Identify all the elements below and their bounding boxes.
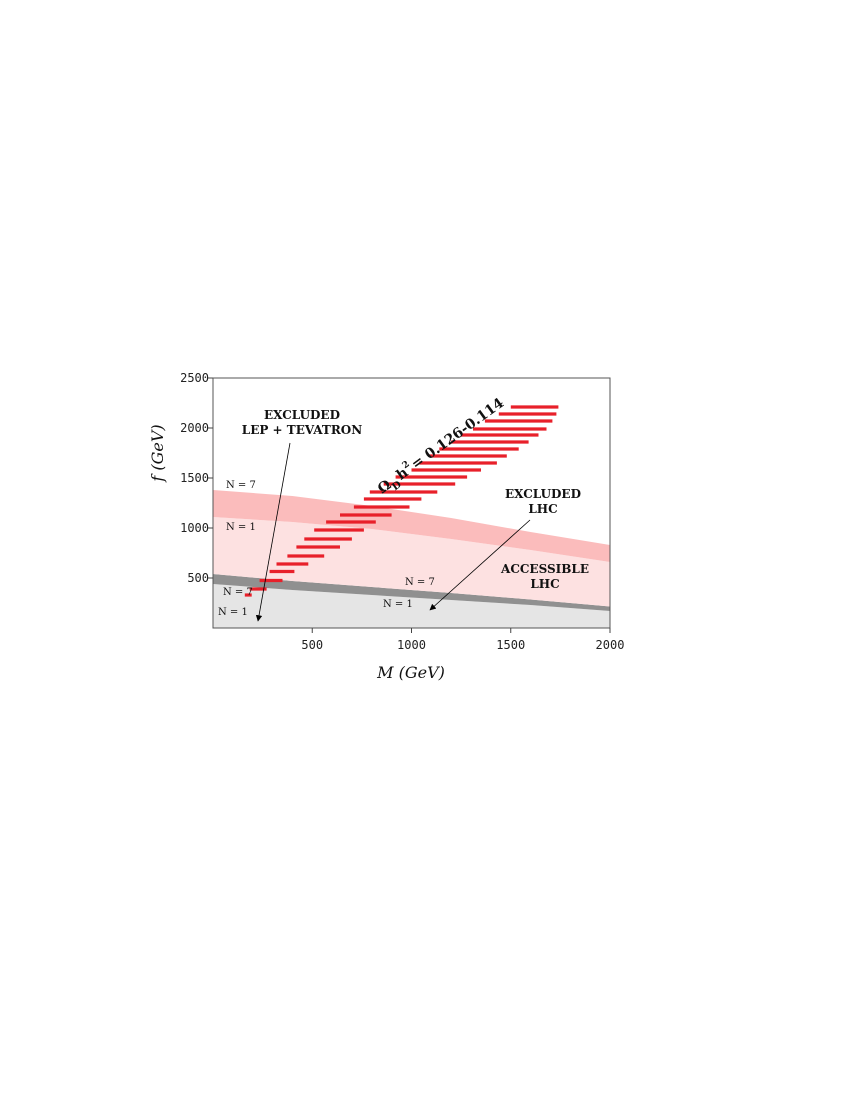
- label-n1-lep: N = 1: [218, 607, 248, 618]
- y-tick-label-500: 500: [187, 571, 209, 585]
- label-excluded-lep-tevatron-line2: LEP + TEVATRON: [242, 423, 362, 437]
- label-accessible-lhc-line2: LHC: [530, 577, 559, 591]
- label-n7-lep: N = 7: [223, 587, 253, 598]
- band-accessible-lhc-n7: [213, 490, 610, 562]
- y-tick-label-1000: 1000: [180, 521, 209, 535]
- y-tick-label-2000: 2000: [180, 421, 209, 435]
- y-tick-label-1500: 1500: [180, 471, 209, 485]
- relic-density-band: [244, 405, 559, 597]
- label-excluded-lhc-line1: EXCLUDED: [505, 487, 581, 501]
- arrow-excluded-lep-tevatron: [255, 442, 291, 622]
- x-tick-label-500: 500: [301, 638, 323, 652]
- arrow-excluded-lhc: [429, 519, 531, 611]
- axis-ticks: 500 1000 1500 2000 500 1000 1500 2000 2500: [180, 371, 624, 652]
- label-excluded-lhc-line2: LHC: [528, 502, 557, 516]
- band-excluded-lhc-n7: [213, 574, 610, 611]
- label-excluded-lep-tevatron-line1: EXCLUDED: [264, 408, 340, 422]
- label-n1-lhc: N = 1: [383, 599, 413, 610]
- label-n7-accessible: N = 7: [226, 480, 256, 491]
- label-accessible-lhc-line1: ACCESSIBLE: [500, 562, 589, 576]
- y-tick-label-2500: 2500: [180, 371, 209, 385]
- relic-sup: 2: [401, 459, 412, 471]
- band-excluded-lhc-n1: [213, 584, 610, 628]
- label-n1-accessible: N = 1: [226, 522, 256, 533]
- x-tick-label-1000: 1000: [397, 638, 426, 652]
- x-tick-label-2000: 2000: [596, 638, 625, 652]
- x-axis-label: M (GeV): [376, 663, 445, 682]
- y-axis-label: f (GeV): [148, 424, 167, 482]
- x-tick-label-1500: 1500: [496, 638, 525, 652]
- label-n7-lhc: N = 7: [405, 577, 435, 588]
